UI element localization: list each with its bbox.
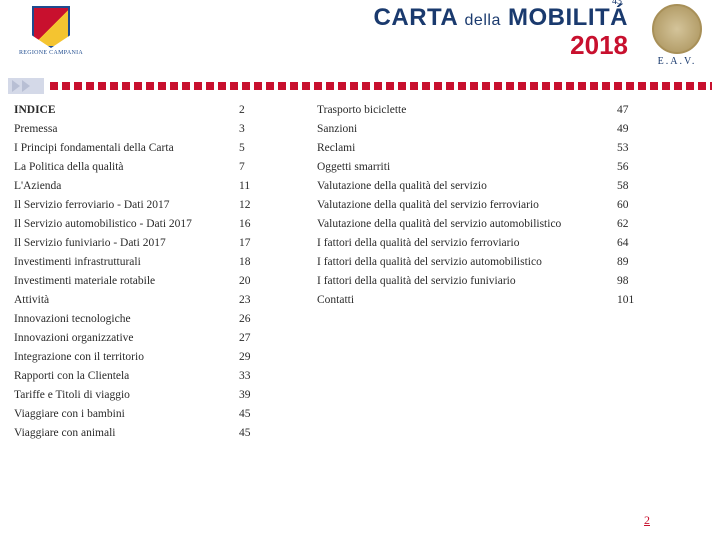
toc_right-page: 60 xyxy=(617,199,657,211)
decorative-stripe xyxy=(8,78,712,94)
toc_right-label: Trasporto biciclette xyxy=(317,104,617,116)
toc_right-page: 101 xyxy=(617,294,657,306)
toc_right-page: 56 xyxy=(617,161,657,173)
toc_right-page: 89 xyxy=(617,256,657,268)
toc_left-label: Integrazione con il territorio xyxy=(14,351,239,363)
toc_left-label: Premessa xyxy=(14,123,239,135)
page-number: 2 xyxy=(644,513,650,528)
logo-right-caption: E.A.V. xyxy=(658,56,697,67)
nav-arrows-icon xyxy=(8,78,44,94)
title-carta: CARTA xyxy=(374,4,458,31)
toc_left-page: 39 xyxy=(239,389,279,401)
toc_left-label: Investimenti materiale rotabile xyxy=(14,275,239,287)
toc_left-label: Attività xyxy=(14,294,239,306)
toc_left-label: Rapporti con la Clientela xyxy=(14,370,239,382)
toc_left-label: L'Azienda xyxy=(14,180,239,192)
title-year: 2018 xyxy=(86,30,628,61)
toc_left-label: Il Servizio funiviario - Dati 2017 xyxy=(14,237,239,249)
toc_left-page: 45 xyxy=(239,427,279,439)
toc_left-label: Viaggiare con animali xyxy=(14,427,239,439)
toc_left-label: INDICE xyxy=(14,104,239,116)
toc_right-label: Oggetti smarriti xyxy=(317,161,617,173)
toc_right-label: Valutazione della qualità del servizio xyxy=(317,180,617,192)
toc_left-page: 27 xyxy=(239,332,279,344)
toc_left-label: Il Servizio automobilistico - Dati 2017 xyxy=(14,218,239,230)
toc_left-page: 18 xyxy=(239,256,279,268)
toc_right-page: 47 xyxy=(617,104,657,116)
toc_right-label: I fattori della qualità del servizio fun… xyxy=(317,275,617,287)
toc_left-page: 7 xyxy=(239,161,279,173)
toc_right-page: 58 xyxy=(617,180,657,192)
title-mobilita: MOBILITÁ xyxy=(508,4,628,31)
toc_left-label: Innovazioni tecnologiche xyxy=(14,313,239,325)
toc_left-page: 3 xyxy=(239,123,279,135)
toc_right-label: Reclami xyxy=(317,142,617,154)
toc_right-label: Sanzioni xyxy=(317,123,617,135)
toc_left-label: Innovazioni organizzative xyxy=(14,332,239,344)
toc_left-label: Il Servizio ferroviario - Dati 2017 xyxy=(14,199,239,211)
toc_left-label: Viaggiare con i bambini xyxy=(14,408,239,420)
toc_left-page: 16 xyxy=(239,218,279,230)
toc-right-column: Trasporto biciclette47 Sanzioni49 Reclam… xyxy=(317,104,657,439)
toc_right-label: Valutazione della qualità del servizio f… xyxy=(317,199,617,211)
toc_right-page: 53 xyxy=(617,142,657,154)
logo-left-caption: REGIONE CAMPANIA xyxy=(19,50,83,56)
title-della: della xyxy=(465,12,501,29)
toc_left-label: I Principi fondamentali della Carta xyxy=(14,142,239,154)
header: REGIONE CAMPANIA 43 CARTA della MOBILITÁ… xyxy=(0,0,720,78)
toc_left-page: 29 xyxy=(239,351,279,363)
toc_left-label: Tariffe e Titoli di viaggio xyxy=(14,389,239,401)
toc_right-page: 49 xyxy=(617,123,657,135)
toc_right-page: 98 xyxy=(617,275,657,287)
toc_left-page: 12 xyxy=(239,199,279,211)
toc_left-page: 45 xyxy=(239,408,279,420)
toc_left-page: 23 xyxy=(239,294,279,306)
shield-icon xyxy=(32,6,70,48)
eav-emblem-icon xyxy=(652,4,702,54)
toc_left-page: 2 xyxy=(239,104,279,116)
toc_right-label: Contatti xyxy=(317,294,617,306)
title-block: 43 CARTA della MOBILITÁ 2018 xyxy=(86,0,638,61)
toc_left-page: 5 xyxy=(239,142,279,154)
toc_left-page: 26 xyxy=(239,313,279,325)
toc_left-page: 20 xyxy=(239,275,279,287)
logo-regione-campania: REGIONE CAMPANIA xyxy=(16,6,86,68)
toc_right-page: 64 xyxy=(617,237,657,249)
title-line1: CARTA della MOBILITÁ xyxy=(86,4,628,32)
toc-left-column: INDICE2Premessa3I Principi fondamentali … xyxy=(14,104,279,439)
toc_left-label: Investimenti infrastrutturali xyxy=(14,256,239,268)
toc_left-label: La Politica della qualità xyxy=(14,161,239,173)
toc_right-label: I fattori della qualità del servizio aut… xyxy=(317,256,617,268)
toc-content: INDICE2Premessa3I Principi fondamentali … xyxy=(0,104,720,439)
toc_left-page: 33 xyxy=(239,370,279,382)
toc_right-page: 62 xyxy=(617,218,657,230)
toc_right-label: Valutazione della qualità del servizio a… xyxy=(317,218,617,230)
red-stripe-pattern xyxy=(50,82,712,90)
toc_right-label: I fattori della qualità del servizio fer… xyxy=(317,237,617,249)
logo-eav: E.A.V. xyxy=(642,4,712,74)
toc_left-page: 17 xyxy=(239,237,279,249)
toc_left-page: 11 xyxy=(239,180,279,192)
